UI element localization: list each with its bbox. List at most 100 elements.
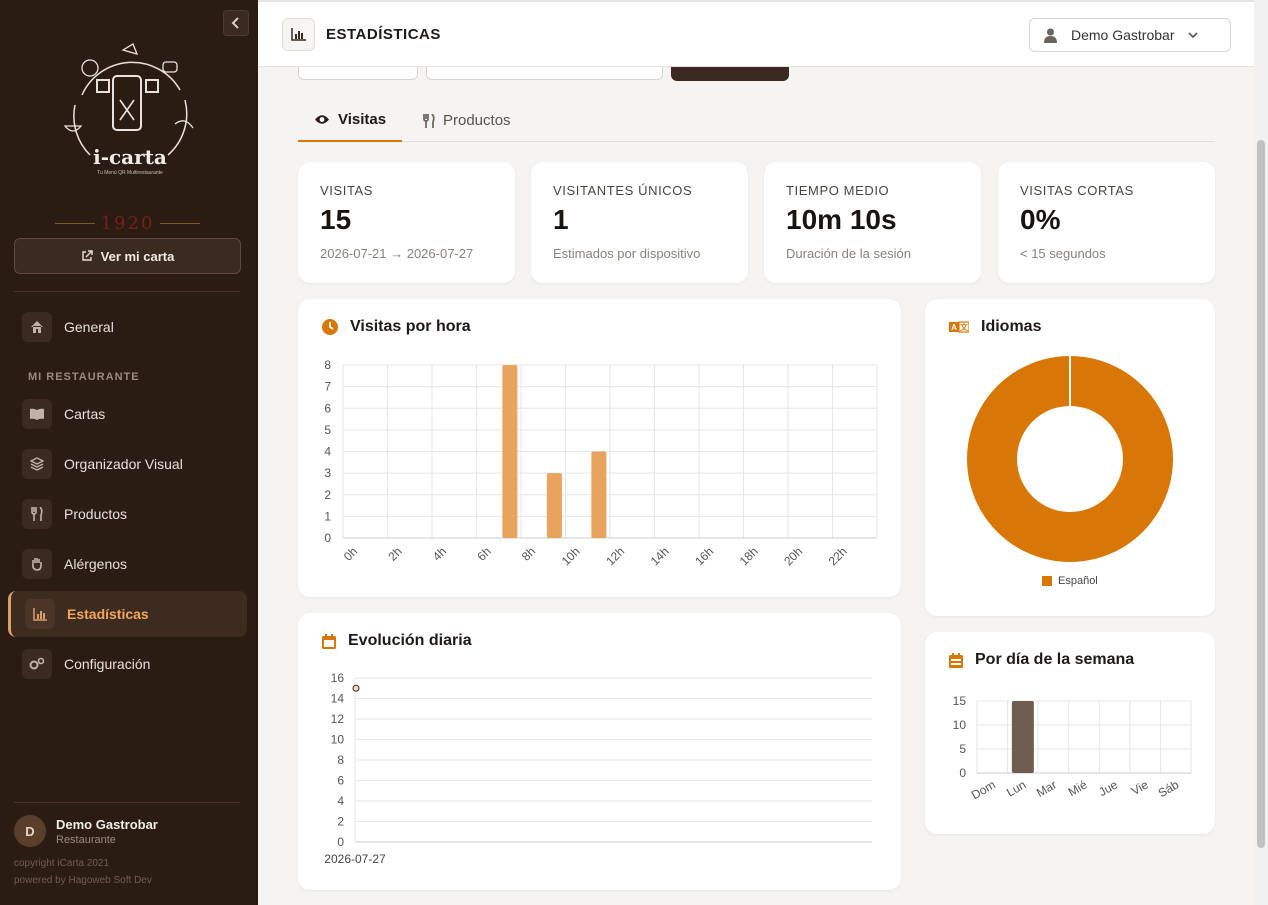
clock-icon (322, 319, 338, 335)
sidebar-item-configuracion[interactable]: Configuración (8, 641, 247, 687)
x-tick-label: 12h (603, 544, 627, 568)
utensils-icon (22, 499, 52, 529)
user-role: Restaurante (56, 833, 116, 846)
kpi-card-visitas: VISITAS 15 2026-07-21 → 2026-07-27 (298, 162, 515, 283)
y-tick-label: 6 (324, 401, 331, 415)
x-tick-label: Lun (1004, 777, 1028, 799)
stats-tabs: Visitas Productos (298, 99, 1215, 142)
chevron-left-icon (231, 17, 239, 29)
calendar-icon (322, 633, 336, 649)
book-icon (22, 399, 52, 429)
hourly-bar-chart: 0 1 2 3 4 5 6 7 8 0h 2h 4h 6h 8h 10h 12h 14h 16h 18h 20h 22h (324, 358, 878, 568)
sidebar-item-estadisticas[interactable]: Estadísticas (8, 591, 247, 637)
card-title-label: Evolución diaria (348, 632, 472, 649)
card-title-label: Visitas por hora (350, 318, 471, 335)
collapse-sidebar-button[interactable] (223, 10, 249, 36)
bar (1011, 701, 1034, 773)
x-tick-label: Mié (1066, 777, 1090, 799)
svg-text:A: A (951, 323, 957, 332)
y-tick-label: 5 (324, 423, 331, 437)
sidebar-item-label: General (64, 319, 114, 335)
copyright: copyright iCarta 2021 (14, 858, 110, 869)
kpi-card-avg-time: TIEMPO MEDIO 10m 10s Duración de la sesi… (764, 162, 981, 283)
sidebar-item-organizador-visual[interactable]: Organizador Visual (8, 441, 247, 487)
avatar: D (14, 815, 46, 847)
user-name: Demo Gastrobar (56, 816, 158, 832)
logo-tagline: Tu Menú QR Multirestaurante (97, 170, 163, 176)
y-tick-label: 10 (331, 733, 345, 747)
tab-label: Productos (443, 112, 511, 129)
page-scrollbar[interactable] (1254, 0, 1268, 905)
divider (14, 291, 240, 292)
tab-visitas[interactable]: Visitas (298, 99, 403, 142)
kpi-label: VISITAS CORTAS (1020, 183, 1134, 198)
kpi-label: VISITAS (320, 183, 374, 198)
y-tick-label: 8 (337, 753, 344, 767)
daily-evolution-card: Evolución diaria 0 2 4 6 8 10 12 14 16 2026-07-27 (298, 613, 901, 890)
kpi-value: 10m 10s (786, 204, 897, 235)
daily-line-chart: 0 2 4 6 8 10 12 14 16 2026-07-27 (324, 671, 872, 866)
tab-productos[interactable]: Productos (407, 99, 527, 142)
section-label: MI RESTAURANTE (28, 371, 140, 383)
user-menu-dropdown[interactable]: Demo Gastrobar (1029, 18, 1231, 52)
sidebar-item-general[interactable]: General (8, 304, 247, 350)
x-tick-label: Vie (1129, 777, 1151, 798)
x-tick-label: 10h (559, 544, 583, 568)
bar (546, 473, 562, 538)
sidebar-item-productos[interactable]: Productos (8, 491, 247, 537)
card-title: Visitas por hora (322, 318, 471, 336)
kpi-sub: Estimados por dispositivo (553, 246, 701, 261)
x-tick-label: 16h (692, 544, 716, 568)
y-tick-label: 10 (953, 718, 967, 732)
sidebar-item-label: Configuración (64, 656, 151, 672)
top-header: ESTADÍSTICAS Demo Gastrobar (258, 0, 1254, 67)
x-tick-label: Dom (969, 777, 998, 802)
user-menu-label: Demo Gastrobar (1071, 27, 1175, 43)
y-tick-label: 3 (324, 466, 331, 480)
x-tick-label: Jue (1096, 777, 1120, 799)
y-tick-label: 0 (959, 766, 966, 780)
pie-slice (966, 356, 1173, 562)
sidebar: i-carta Tu Menú QR Multirestaurante 1920… (0, 0, 258, 905)
x-tick-label: 22h (826, 544, 850, 568)
x-tick-label: 6h (474, 544, 493, 563)
legend-swatch (1042, 576, 1052, 586)
page-title: ESTADÍSTICAS (326, 26, 441, 43)
utensils-icon (423, 113, 435, 128)
sidebar-item-label: Cartas (64, 406, 106, 422)
sidebar-item-cartas[interactable]: Cartas (8, 391, 247, 437)
view-menu-button[interactable]: Ver mi carta (14, 238, 241, 274)
sidebar-item-alergenos[interactable]: Alérgenos (8, 541, 247, 587)
logo-year-ornament: 1920 (55, 213, 200, 234)
x-tick-label: 18h (737, 544, 761, 568)
sidebar-user: D Demo Gastrobar Restaurante (14, 815, 158, 847)
icarta-logo: i-carta Tu Menú QR Multirestaurante (63, 43, 194, 176)
bar (502, 365, 518, 538)
y-tick-label: 2 (324, 488, 331, 502)
x-tick-label: 14h (648, 544, 672, 568)
y-tick-label: 15 (953, 694, 967, 708)
weekday-bar-chart: 0 5 10 15 Dom Lun Mar Mié Jue Vie Sáb (953, 694, 1192, 802)
kpi-sub: Duración de la sesión (786, 246, 912, 261)
scrollbar-thumb[interactable] (1257, 140, 1265, 848)
y-tick-label: 16 (331, 671, 345, 685)
card-title-label: Por día de la semana (975, 651, 1135, 668)
card-title: Evolución diaria (322, 632, 472, 650)
powered-by: powered by Hagoweb Soft Dev (14, 875, 152, 886)
kpi-label: TIEMPO MEDIO (786, 183, 890, 198)
x-tick-label: 8h (519, 544, 538, 563)
y-tick-label: 8 (324, 358, 331, 372)
kpi-card-unique-visitors: VISITANTES ÚNICOS 1 Estimados por dispos… (531, 162, 748, 283)
chevron-down-icon (1188, 31, 1199, 38)
weekday-card: Por día de la semana 0 5 10 15 Dom Lun Mar Mié J… (925, 632, 1215, 834)
y-tick-label: 0 (324, 531, 331, 545)
divider (14, 802, 240, 803)
card-title-label: Idiomas (981, 318, 1042, 335)
logo-year: 1920 (100, 213, 155, 234)
x-tick-label: 2h (385, 544, 404, 563)
x-tick-label: 2026-07-27 (324, 852, 386, 866)
x-tick-label: Mar (1034, 777, 1059, 799)
